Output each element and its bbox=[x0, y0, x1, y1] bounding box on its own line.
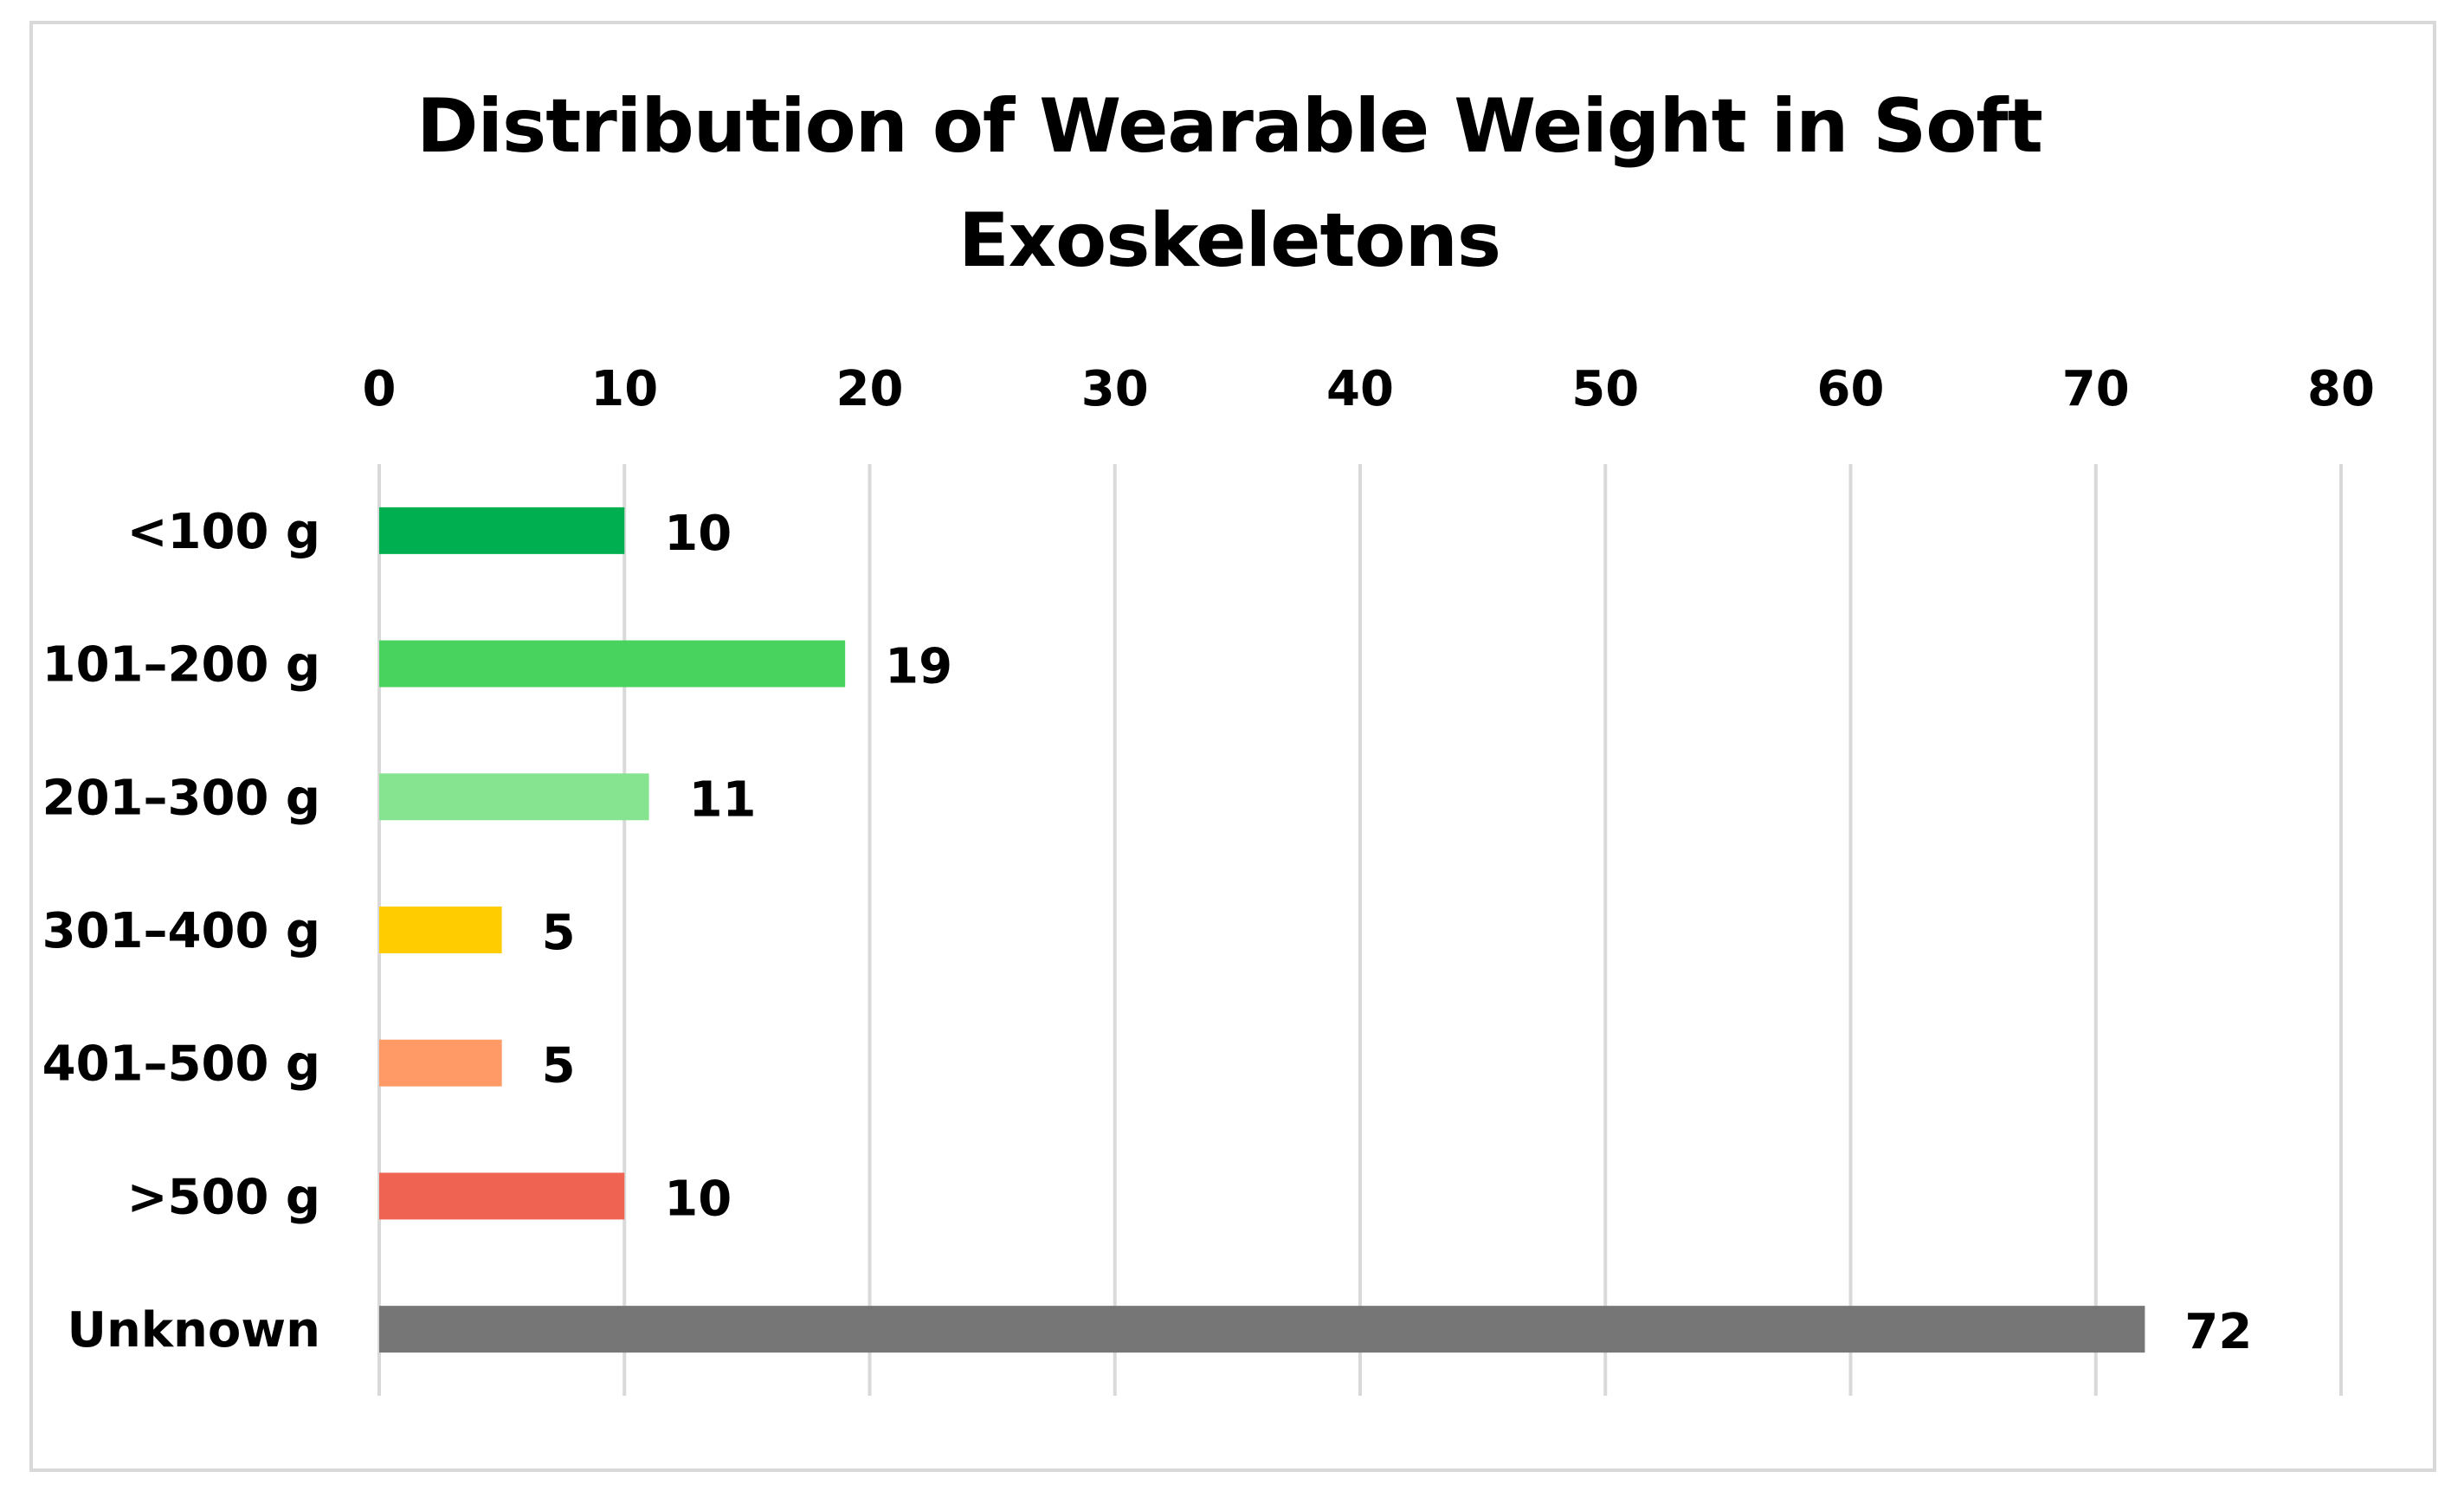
y-category-label: 401–500 g bbox=[42, 1036, 320, 1093]
chart-frame bbox=[29, 21, 2436, 1472]
bar bbox=[379, 1172, 625, 1220]
bar-value-label: 19 bbox=[885, 639, 952, 695]
bar bbox=[379, 773, 649, 821]
bar-value-label: 5 bbox=[542, 905, 576, 961]
x-tick-label: 20 bbox=[836, 361, 904, 417]
x-tick-label: 40 bbox=[1326, 361, 1394, 417]
x-axis-ticks: 0 10 20 30 40 50 60 70 80 bbox=[363, 361, 2375, 417]
x-tick-label: 70 bbox=[2062, 361, 2130, 417]
bars bbox=[379, 507, 2145, 1353]
chart-title: Distribution of Wearable Weight in Soft … bbox=[416, 83, 2043, 284]
bar bbox=[379, 1306, 2145, 1353]
bar-value-label: 10 bbox=[664, 506, 732, 562]
bar-value-label: 5 bbox=[542, 1038, 576, 1094]
bar-value-label: 72 bbox=[2184, 1304, 2252, 1360]
y-category-label: 201–300 g bbox=[42, 770, 320, 826]
bar-value-label: 11 bbox=[689, 771, 757, 828]
bar bbox=[379, 1039, 502, 1087]
y-axis-categories: <100 g 101–200 g 201–300 g 301–400 g 401–500… bbox=[42, 504, 320, 1359]
bar bbox=[379, 640, 846, 687]
x-tick-label: 0 bbox=[363, 361, 397, 417]
y-category-label: <100 g bbox=[127, 504, 320, 560]
gridlines bbox=[377, 464, 2343, 1396]
bar bbox=[379, 507, 625, 554]
y-category-label: Unknown bbox=[67, 1302, 320, 1359]
bar bbox=[379, 907, 502, 953]
bar-value-label: 10 bbox=[664, 1171, 732, 1227]
data-labels: 10 19 11 5 5 10 72 bbox=[542, 506, 2253, 1360]
x-tick-label: 10 bbox=[590, 361, 658, 417]
y-category-label: 301–400 g bbox=[42, 903, 320, 959]
x-tick-label: 30 bbox=[1081, 361, 1149, 417]
x-tick-label: 50 bbox=[1571, 361, 1639, 417]
x-tick-label: 80 bbox=[2307, 361, 2375, 417]
y-category-label: 101–200 g bbox=[42, 637, 320, 694]
x-tick-label: 60 bbox=[1817, 361, 1885, 417]
y-category-label: >500 g bbox=[127, 1169, 320, 1225]
